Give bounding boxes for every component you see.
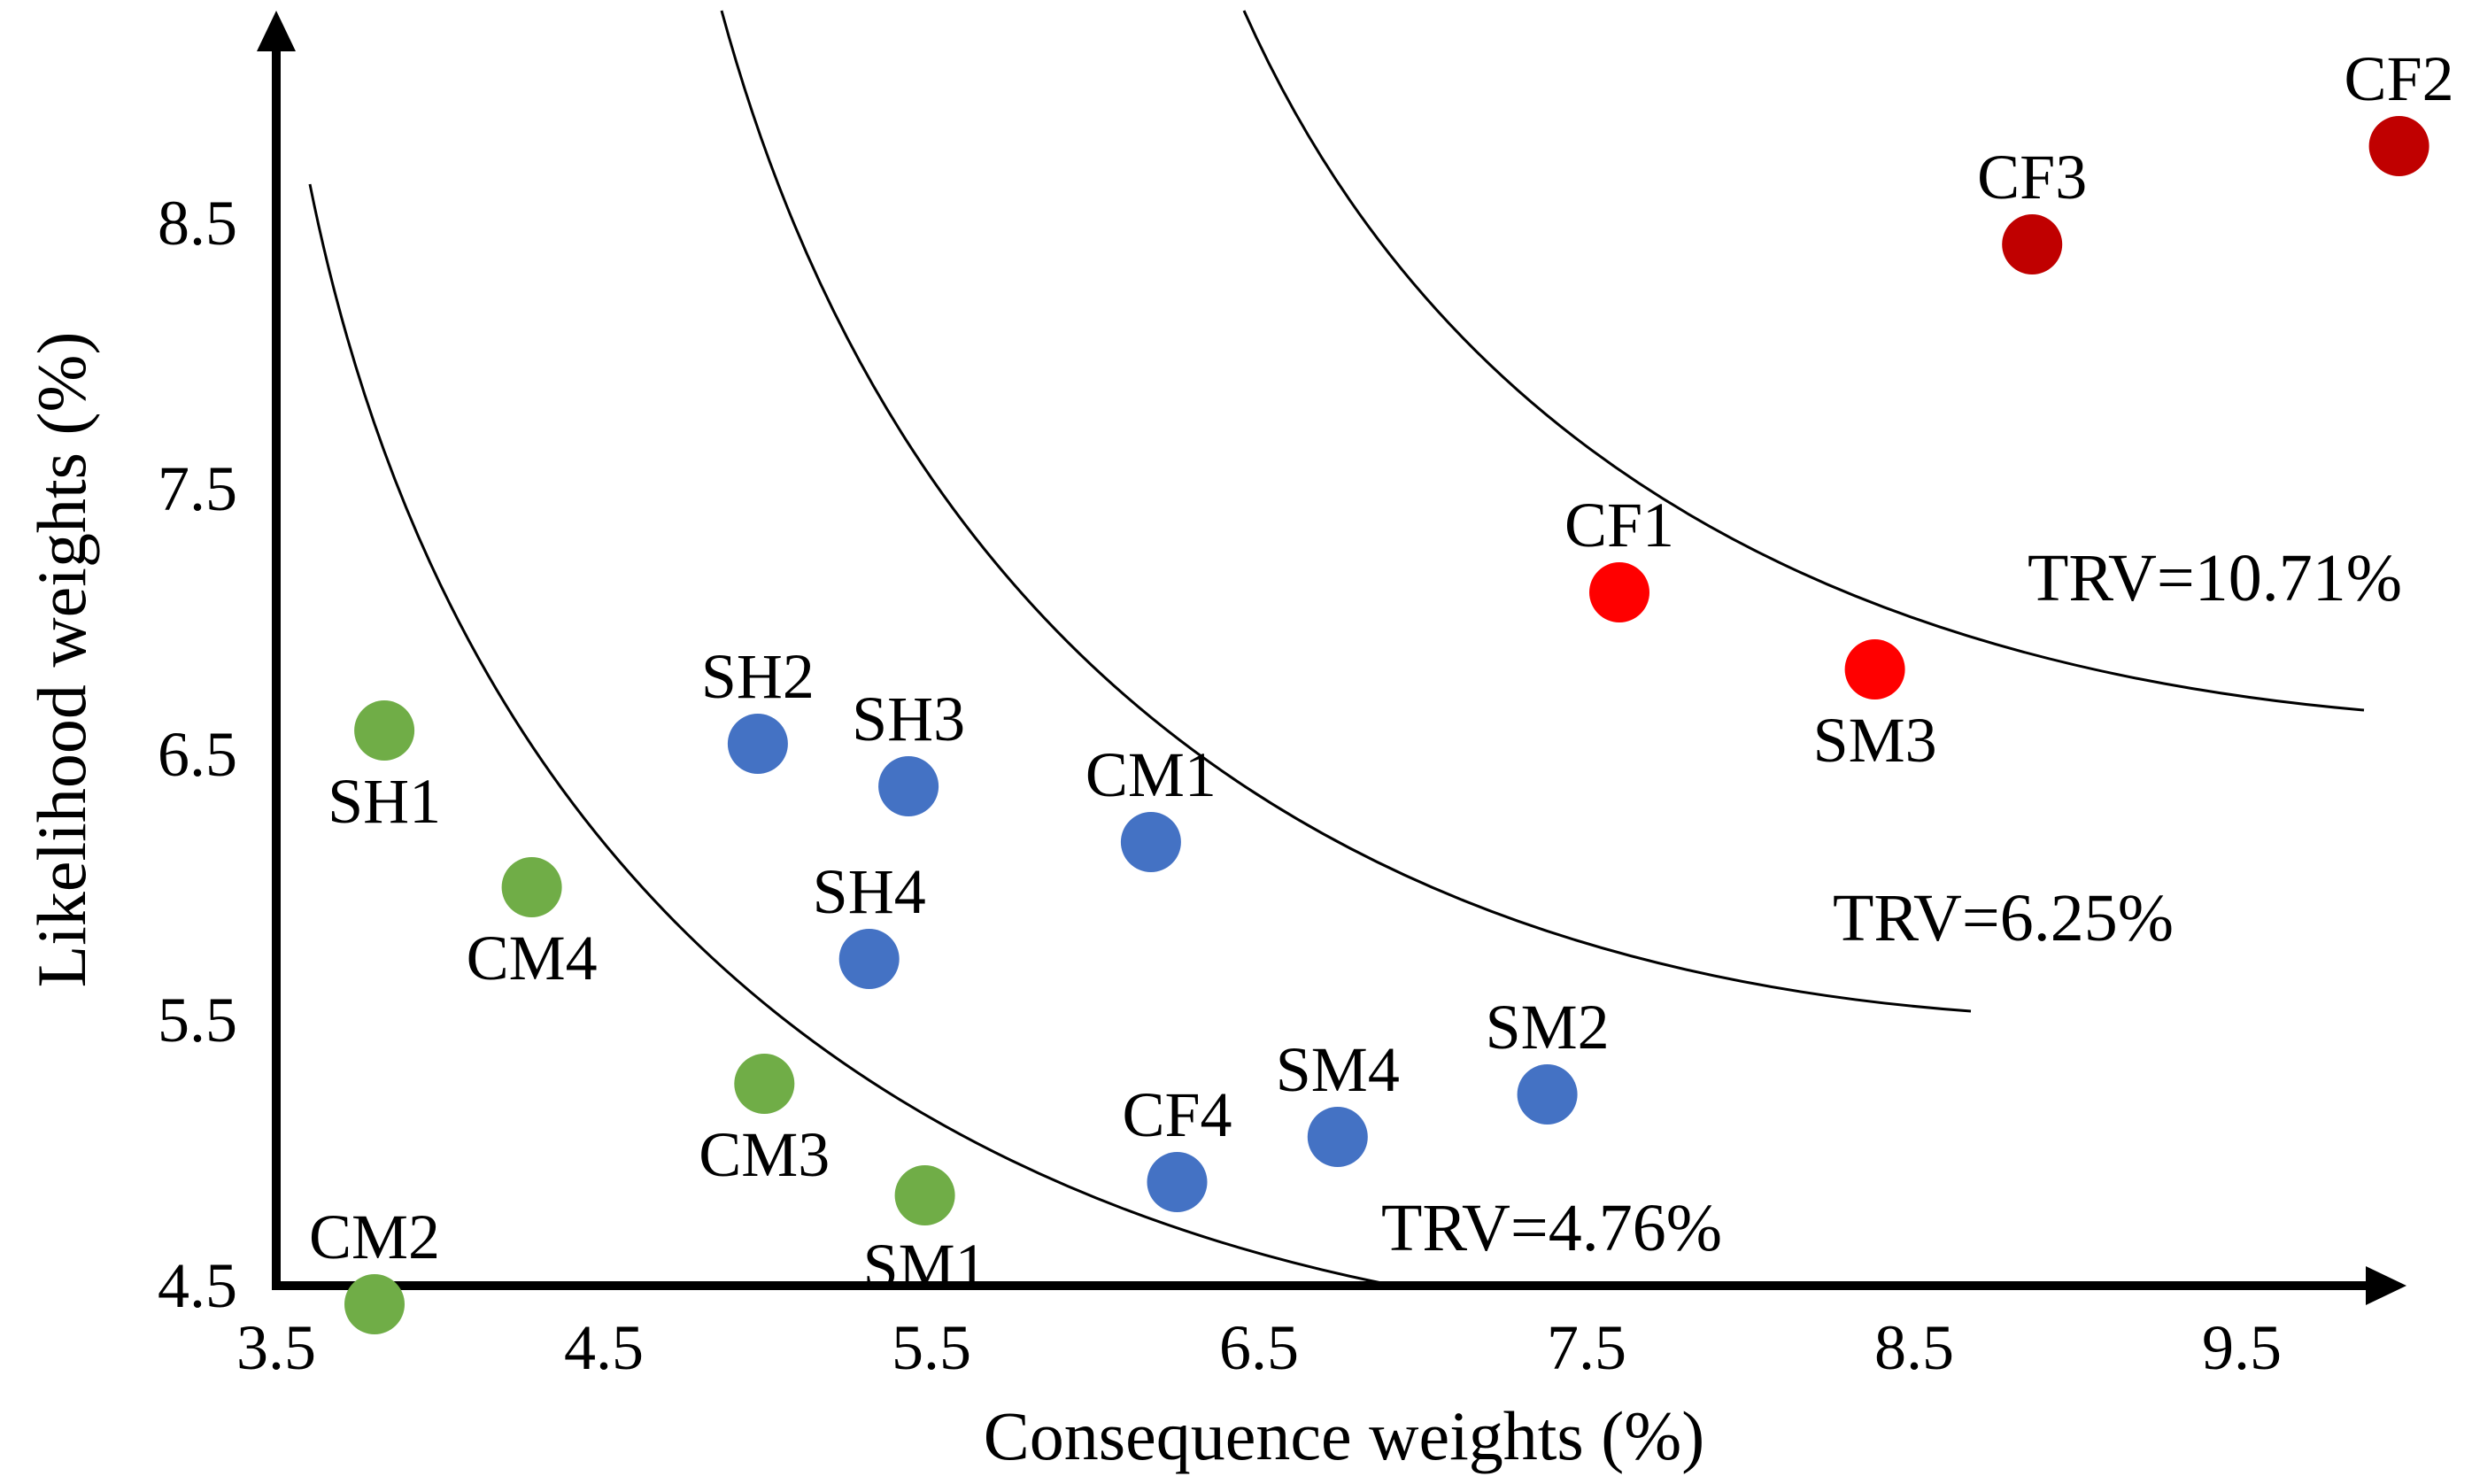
x-tick-label: 7.5 xyxy=(1547,1312,1626,1383)
data-point xyxy=(727,714,788,774)
data-point xyxy=(894,1165,955,1225)
data-point xyxy=(501,857,562,917)
x-tick-label: 8.5 xyxy=(1874,1312,1954,1383)
point-label: CF3 xyxy=(1977,142,2087,213)
point-label: SH1 xyxy=(328,766,441,837)
y-axis-title: Likelihood weights (%) xyxy=(23,332,100,988)
point-label: SM1 xyxy=(863,1231,987,1302)
x-tick-label: 9.5 xyxy=(2202,1312,2282,1383)
data-point xyxy=(2002,214,2063,274)
point-label: CM3 xyxy=(699,1119,830,1190)
point-label: SM4 xyxy=(1276,1034,1400,1105)
point-label: CM4 xyxy=(467,923,598,993)
point-label: CF1 xyxy=(1564,490,1674,560)
data-point xyxy=(2368,116,2430,176)
point-label: CF2 xyxy=(2345,43,2454,114)
point-labels: SH1 CM4 CM3 SM1 CM2 SH2 SH3 CM1 SH4 SM2 SM4 CF4 CF1 S… xyxy=(309,43,2454,1302)
data-point xyxy=(1120,812,1181,872)
trv-curves: TRV=4.76% TRV=6.25% TRV=10.71% xyxy=(308,10,2402,1287)
x-axis-title: Consequence weights (%) xyxy=(984,1397,1704,1474)
data-point xyxy=(344,1274,405,1334)
trv-curve-label: TRV=6.25% xyxy=(1833,881,2174,955)
x-tick-label: 4.5 xyxy=(564,1312,644,1383)
data-point xyxy=(1147,1152,1208,1212)
x-tick-label: 5.5 xyxy=(892,1312,971,1383)
data-point xyxy=(1307,1107,1368,1167)
trv-curve-label: TRV=10.71% xyxy=(2028,541,2402,615)
data-point xyxy=(1589,562,1649,622)
x-tick-label: 3.5 xyxy=(236,1312,316,1383)
point-label: SM2 xyxy=(1486,992,1610,1063)
data-point xyxy=(734,1054,795,1114)
data-point xyxy=(838,929,900,989)
point-label: CM2 xyxy=(309,1202,440,1272)
point-label: SH4 xyxy=(813,856,926,927)
y-tick-label: 5.5 xyxy=(158,985,237,1055)
point-label: SM3 xyxy=(1813,705,1937,776)
data-point xyxy=(1517,1064,1578,1125)
trv-curve xyxy=(1242,10,2365,712)
x-tick-label: 6.5 xyxy=(1219,1312,1299,1383)
point-label: SH2 xyxy=(701,641,815,712)
y-tick-label: 7.5 xyxy=(158,453,237,524)
y-axis-arrow xyxy=(257,11,296,51)
trv-curve xyxy=(308,183,1395,1287)
data-point xyxy=(878,756,939,816)
y-tick-label: 8.5 xyxy=(158,188,237,259)
point-label: SH3 xyxy=(852,684,965,754)
trv-curve-label: TRV=4.76% xyxy=(1381,1191,1722,1265)
tick-labels: 3.5 4.5 5.5 6.5 7.5 8.5 9.54.55.56.57.58.5 xyxy=(158,188,2282,1383)
x-axis-arrow xyxy=(2366,1266,2406,1305)
data-point xyxy=(1844,639,1905,699)
data-points xyxy=(344,116,2430,1334)
point-label: CM1 xyxy=(1085,739,1217,810)
y-tick-label: 6.5 xyxy=(158,719,237,790)
axes xyxy=(257,11,2406,1305)
data-point xyxy=(354,700,415,761)
trv-curve xyxy=(720,10,1972,1013)
point-label: CF4 xyxy=(1122,1079,1232,1150)
y-tick-label: 4.5 xyxy=(158,1250,237,1321)
